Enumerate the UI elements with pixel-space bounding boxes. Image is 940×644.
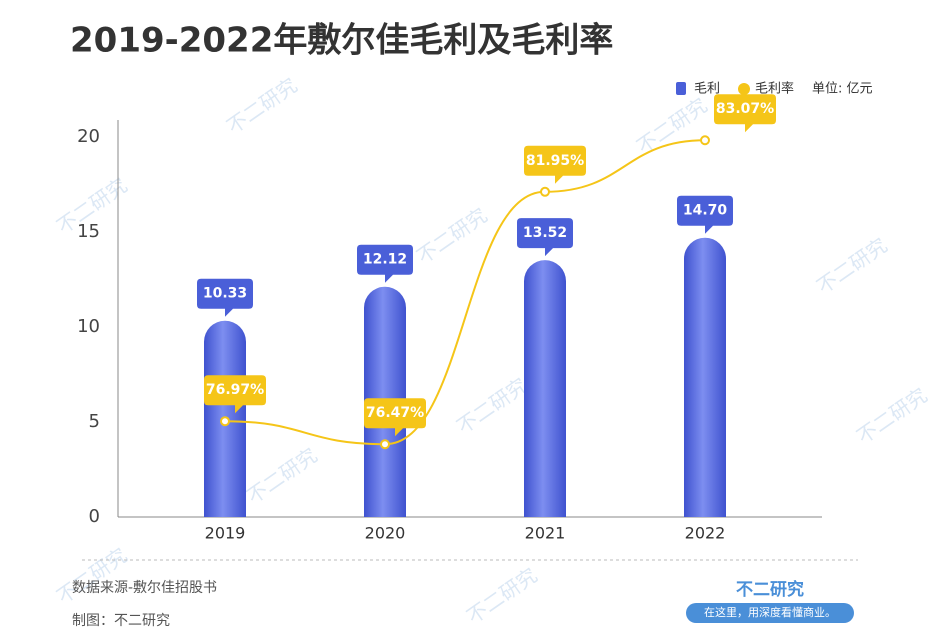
point [540,186,550,197]
data-label: 12.12 [363,252,407,268]
point [700,135,710,146]
bar [684,237,726,518]
slogan-pill [686,603,854,623]
callout-box [357,244,413,283]
watermark: 不二研究 [242,443,321,509]
x-tick-label: 2020 [365,524,406,543]
legend-label: 毛利 [694,82,720,97]
unit-label: 单位: 亿元 [812,82,873,97]
line [224,139,706,446]
point [220,416,230,427]
watermark: 不二研究 [52,543,131,609]
watermark: 不二研究 [452,373,531,439]
source: 数据来源-敷尔佳招股书 [72,580,217,596]
data-label: 14.70 [683,203,728,219]
brand: 不二研究 [736,579,804,600]
data-label: 76.47% [366,405,424,421]
watermark: 不二研究 [812,233,891,299]
data-label: 83.07% [716,101,774,117]
credit: 制图：不二研究 [72,613,170,629]
x-tick-label: 2022 [685,524,726,543]
callout-box [364,398,426,437]
point [380,439,390,450]
data-label: 81.95% [526,153,584,169]
watermark: 不二研究 [222,73,301,139]
x-tick-label: 2019 [205,524,246,543]
data-label: 10.33 [203,286,247,302]
y-tick-label: 0 [89,506,100,527]
callout-box [714,94,776,133]
chart-title: 2019-2022年敷尔佳毛利及毛利率 [70,21,613,61]
slogan: 在这里，用深度看懂商业。 [704,605,836,619]
callout-box [524,145,586,184]
bar [524,260,566,517]
x-tick-label: 2021 [525,524,566,543]
y-tick-label: 10 [77,316,100,337]
callout-box [517,218,573,257]
callout-box [677,195,733,234]
callout-box [204,375,266,414]
callout-box [197,278,253,317]
y-tick-label: 15 [77,221,100,242]
watermark: 不二研究 [632,93,711,159]
legend-swatch [676,82,686,95]
data-label: 13.52 [523,225,567,241]
legend-label: 毛利率 [755,81,794,97]
watermark: 不二研究 [462,563,541,629]
watermark: 不二研究 [412,203,491,269]
y-tick-label: 20 [77,126,100,147]
legend-swatch [738,83,750,95]
y-tick-label: 5 [89,411,100,432]
watermark: 不二研究 [852,383,931,449]
data-label: 76.97% [206,382,264,398]
